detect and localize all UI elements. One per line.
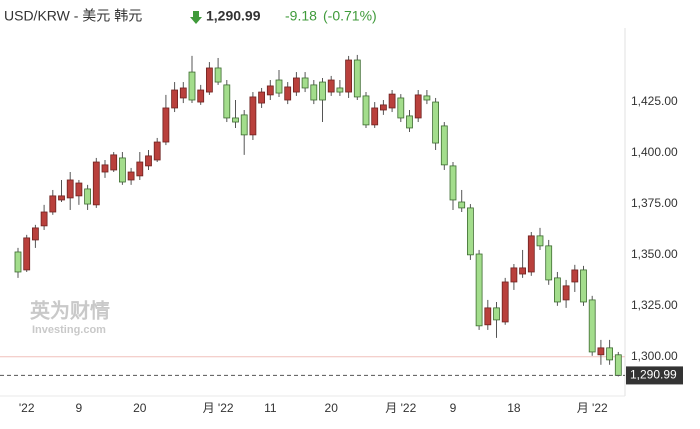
candle-body xyxy=(249,96,257,136)
candle-body xyxy=(58,195,65,201)
candle-body xyxy=(188,71,196,101)
candle-body xyxy=(266,85,274,96)
chart-title: USD/KRW - 美元 韩元 xyxy=(4,8,142,24)
candle-body xyxy=(110,154,118,171)
candle-body xyxy=(388,93,396,109)
last-price-label: 1,290.99 xyxy=(630,368,677,382)
x-tick-label: 18 xyxy=(507,401,521,415)
watermark: Investing.com xyxy=(32,324,106,336)
candle-body xyxy=(240,114,248,136)
candle-body xyxy=(310,84,318,101)
candle-body xyxy=(475,253,483,327)
y-tick-label: 1,425.00 xyxy=(631,94,678,108)
candle-body xyxy=(606,347,613,361)
y-tick-label: 1,400.00 xyxy=(631,145,678,159)
candle-body xyxy=(519,267,526,275)
candle-body xyxy=(458,201,466,209)
down-arrow xyxy=(190,11,202,24)
candle-body xyxy=(571,269,579,283)
candle-body xyxy=(466,207,474,256)
y-tick-label: 1,375.00 xyxy=(631,196,678,210)
candle-body xyxy=(614,354,622,376)
y-tick-label: 1,350.00 xyxy=(631,247,678,261)
candle-body xyxy=(214,67,222,83)
x-tick-label: 20 xyxy=(133,401,147,415)
candle-body xyxy=(319,81,326,101)
candle-body xyxy=(75,182,83,197)
candle-body xyxy=(127,171,135,181)
candle-body xyxy=(23,237,31,271)
candle-body xyxy=(258,91,266,104)
candle-body xyxy=(440,125,448,166)
candle-body xyxy=(597,347,605,356)
candle-body xyxy=(49,195,57,213)
x-tick-label: 月 '22 xyxy=(203,401,234,415)
candle-body xyxy=(362,95,370,126)
candle-body xyxy=(588,299,596,353)
candle-body xyxy=(493,307,500,321)
candle-body xyxy=(32,227,39,241)
candle-body xyxy=(336,87,344,93)
candle-body xyxy=(406,115,413,129)
x-tick-label: 9 xyxy=(76,401,83,415)
candle-body xyxy=(510,267,518,283)
watermark: 英为财情 xyxy=(30,298,110,322)
candle-body xyxy=(397,97,405,119)
candle-body xyxy=(92,161,100,206)
candle-body xyxy=(14,251,22,273)
candle-body xyxy=(284,86,292,101)
candle-body xyxy=(292,77,300,93)
x-tick-label: '22 xyxy=(19,401,35,415)
candle-body xyxy=(554,277,561,303)
candle-body xyxy=(223,84,231,119)
candle-body xyxy=(84,188,91,205)
x-tick-label: 9 xyxy=(450,401,457,415)
candle-body xyxy=(545,245,553,281)
x-tick-label: 月 '22 xyxy=(577,401,608,415)
candle-body xyxy=(484,307,492,326)
candle-body xyxy=(345,59,353,93)
candle-body xyxy=(414,94,422,119)
candle-body xyxy=(562,285,570,301)
candle-body xyxy=(275,79,283,94)
candle-body xyxy=(40,211,48,227)
candle-body xyxy=(371,107,379,126)
candle-body xyxy=(66,179,74,199)
candle-body xyxy=(327,79,335,93)
last-price: 1,290.99 xyxy=(206,8,261,24)
candle-body xyxy=(432,101,440,144)
candle-body xyxy=(101,164,109,173)
change-pct: (-0.71%) xyxy=(323,8,377,24)
candle-body xyxy=(119,157,126,183)
candle-body xyxy=(501,281,509,323)
x-tick-label: 20 xyxy=(325,401,339,415)
x-tick-label: 11 xyxy=(264,401,277,415)
y-tick-label: 1,300.00 xyxy=(631,349,678,363)
x-tick-label: 月 '22 xyxy=(385,401,416,415)
candle-body xyxy=(197,89,205,103)
candle-body xyxy=(153,141,161,161)
change: -9.18 xyxy=(285,8,317,24)
candle-body xyxy=(353,59,361,98)
candle-body xyxy=(171,89,179,109)
candle-body xyxy=(162,107,170,143)
candle-body xyxy=(449,165,457,201)
last-price-box xyxy=(626,366,683,385)
candle-body xyxy=(301,77,309,89)
y-tick-label: 1,325.00 xyxy=(631,298,678,312)
candle-body xyxy=(179,87,187,99)
candle-body xyxy=(580,269,587,303)
candle-body xyxy=(232,117,239,123)
candle-body xyxy=(423,95,431,101)
candle-body xyxy=(145,155,152,167)
candle-body xyxy=(205,67,213,93)
candle-body xyxy=(379,104,387,111)
candle-body xyxy=(536,235,544,247)
candle-body xyxy=(136,161,144,177)
candle-body xyxy=(527,235,535,273)
